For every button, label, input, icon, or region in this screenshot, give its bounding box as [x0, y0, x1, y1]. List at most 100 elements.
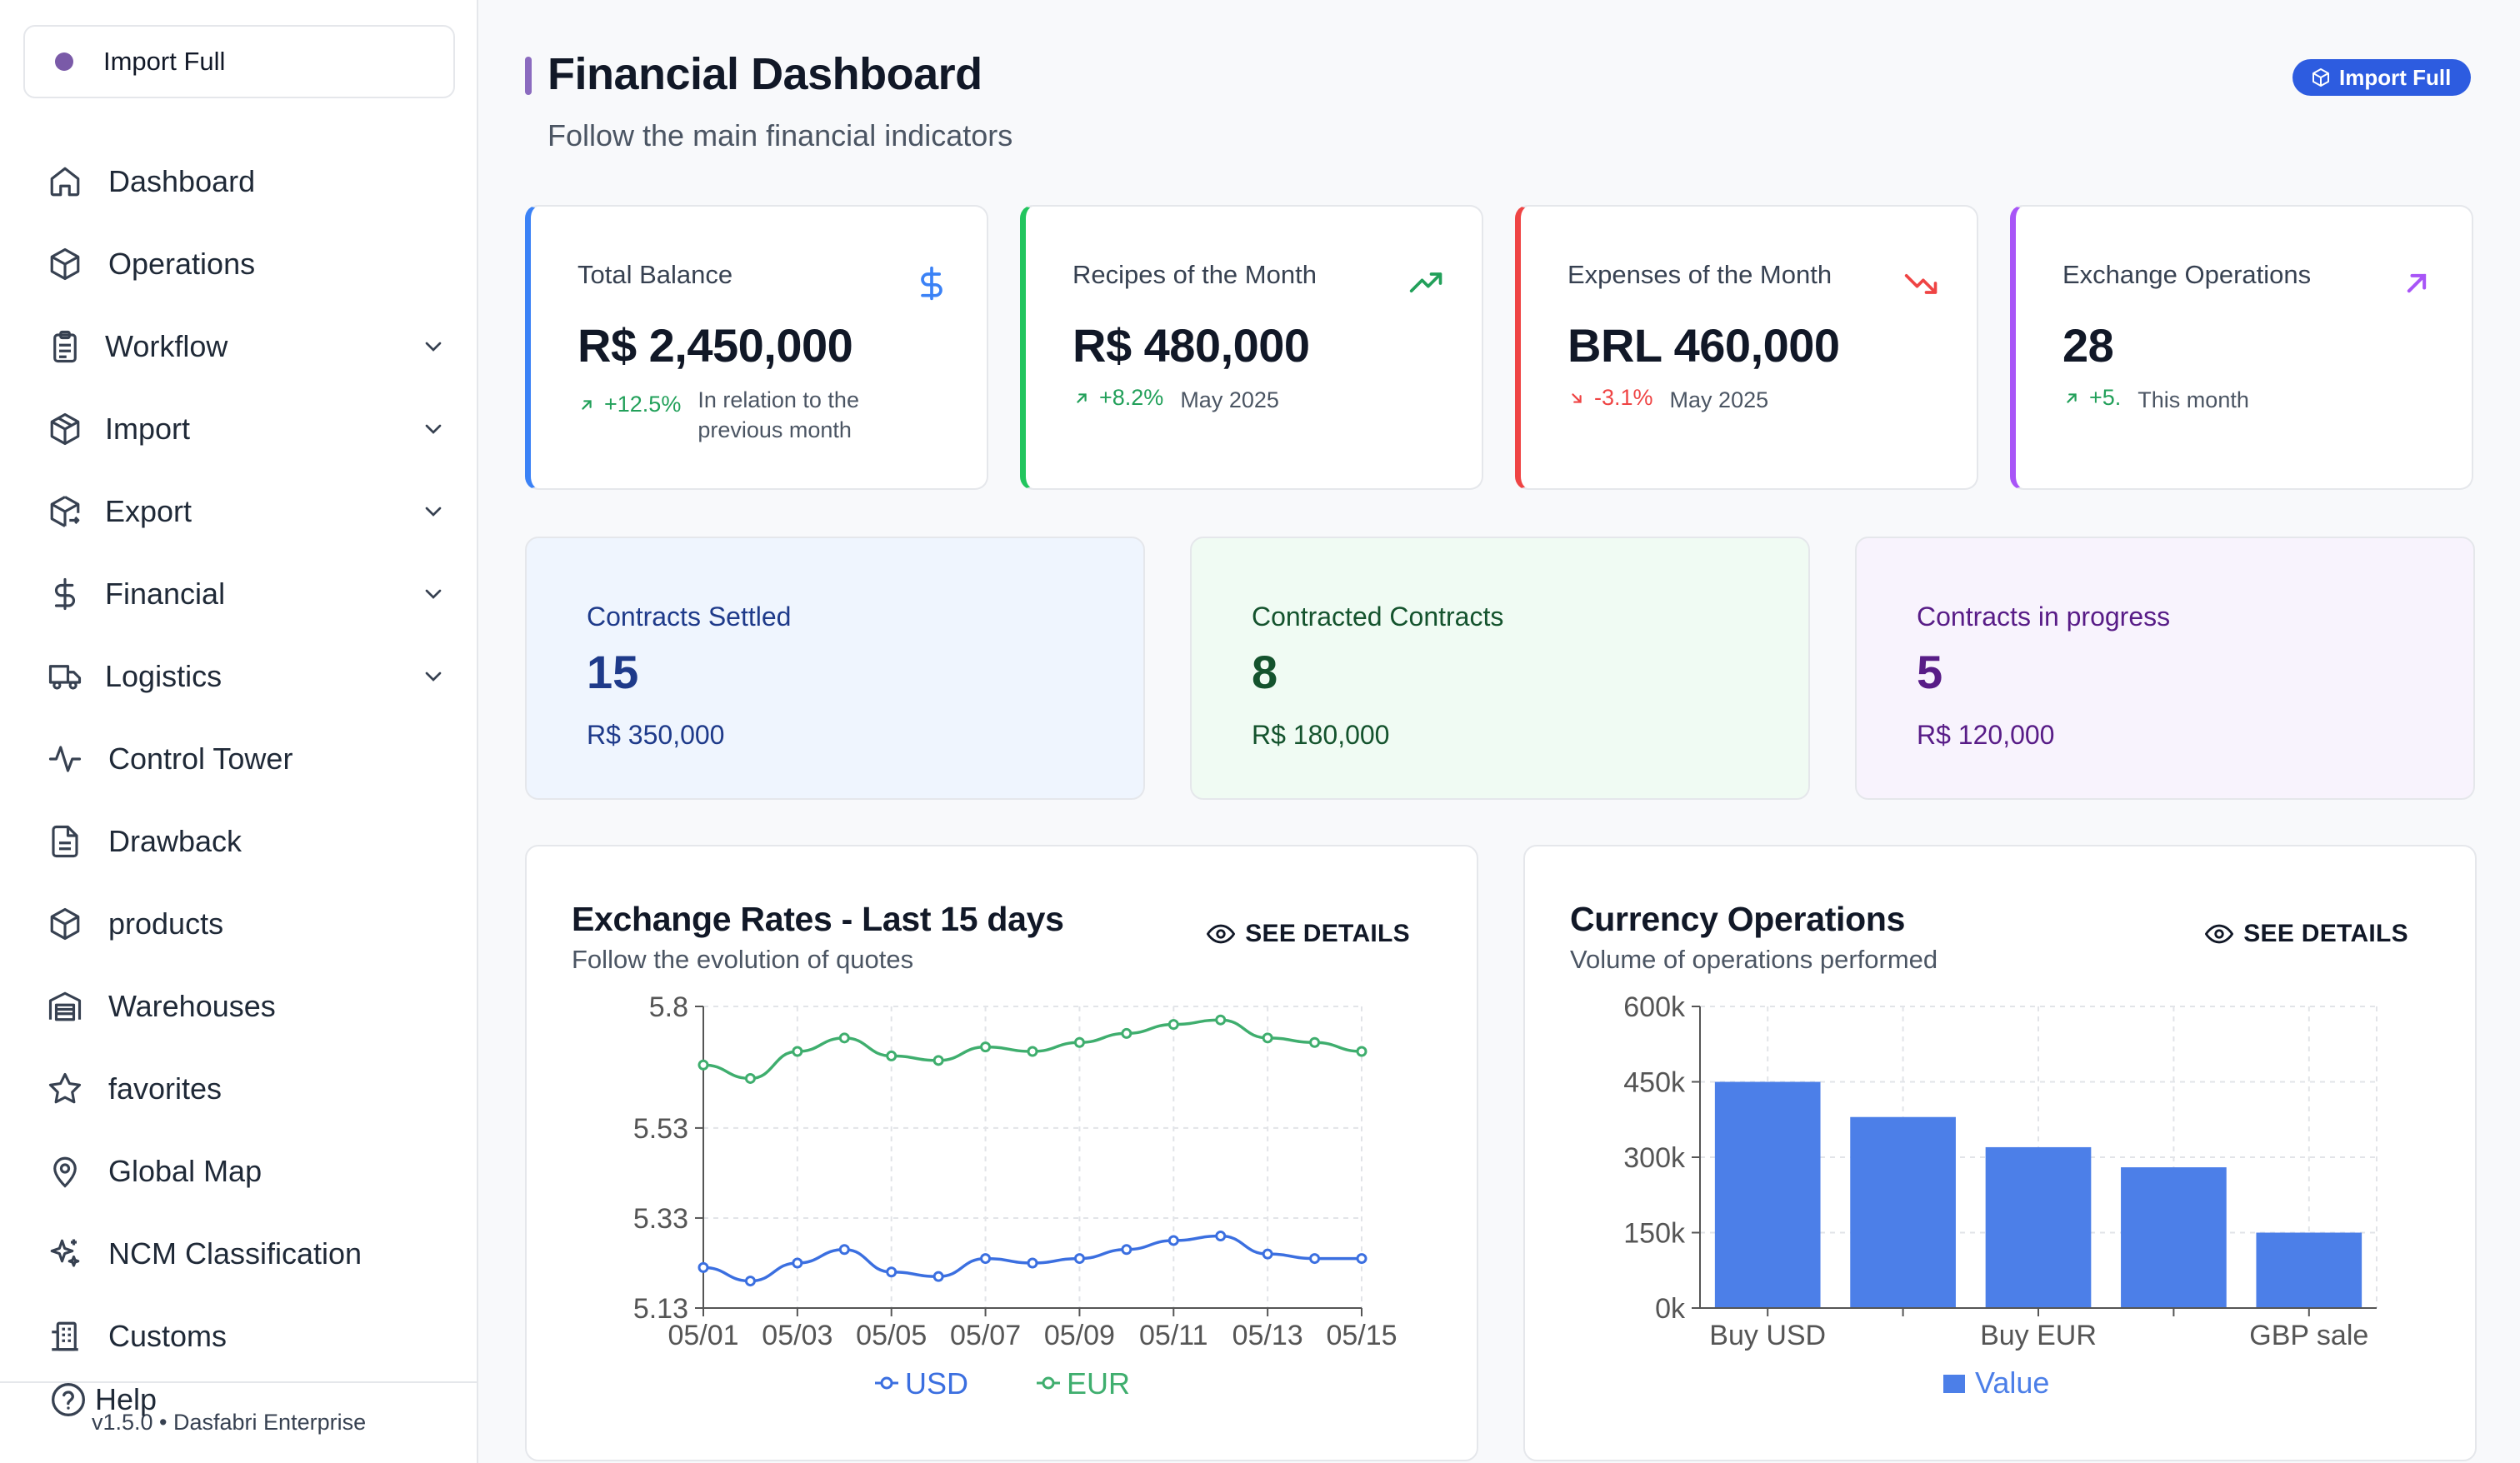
sidebar-item-label: Control Tower: [108, 741, 293, 776]
sidebar-item-dashboard[interactable]: Dashboard: [47, 140, 447, 222]
arrow-up-right-icon: [1077, 392, 1087, 403]
contracts-in-progress-card: Contracts in progress 5 R$ 120,000: [1855, 537, 2475, 800]
y-tick-label: 300k: [1623, 1142, 1686, 1174]
data-point-usd: [980, 1253, 992, 1265]
activity-icon: [47, 741, 83, 777]
module-selector-label: Import Full: [103, 47, 226, 76]
sidebar-item-logistics[interactable]: Logistics: [47, 635, 447, 717]
sidebar-footer: v1.5.0 • Dasfabri Enterprise: [0, 1381, 477, 1463]
data-point-eur: [1309, 1036, 1321, 1048]
data-point-usd: [1121, 1244, 1132, 1256]
chevron-down-icon[interactable]: [420, 663, 447, 690]
legend-swatch: [1943, 1375, 1965, 1393]
contract-count: 15: [587, 646, 639, 698]
sidebar-item-ncm-classification[interactable]: NCM Classification: [47, 1212, 447, 1295]
data-point-usd: [838, 1244, 850, 1256]
arrow-up-right-icon: [2398, 265, 2435, 302]
data-point-usd: [698, 1261, 709, 1273]
data-point-eur: [1027, 1046, 1038, 1057]
x-tick-label: 05/09: [1044, 1320, 1115, 1351]
chevron-down-icon[interactable]: [420, 581, 447, 607]
data-point-eur: [1121, 1027, 1132, 1039]
kpi-trend: +5.: [2062, 385, 2121, 411]
x-tick-label: 05/01: [668, 1320, 738, 1351]
x-tick-label: 05/13: [1232, 1320, 1303, 1351]
kpi-label: Recipes of the Month: [1072, 260, 1317, 289]
sidebar-item-export[interactable]: Export: [47, 470, 447, 552]
legend-marker: [1042, 1376, 1055, 1390]
data-point-usd: [1027, 1257, 1038, 1269]
x-tick-label: 05/03: [762, 1320, 832, 1351]
data-point-eur: [980, 1041, 992, 1053]
sidebar-item-operations[interactable]: Operations: [47, 222, 447, 305]
contracted-contracts-card: Contracted Contracts 8 R$ 180,000: [1190, 537, 1810, 800]
sidebar-item-label: Workflow: [105, 328, 228, 363]
sidebar-item-global-map[interactable]: Global Map: [47, 1130, 447, 1212]
contract-count: 8: [1252, 646, 1278, 698]
dollar-icon: [47, 576, 83, 612]
eye-icon: [1207, 924, 1236, 944]
contract-amount: R$ 120,000: [1917, 720, 2055, 750]
legend-label: Value: [1975, 1366, 2049, 1400]
exchange-rates-panel: 5.8 5.53 5.33 5.13 05/01 05/03 05/05 05/07 05/09…: [525, 845, 1478, 1461]
kpi-change: +5.: [2089, 385, 2122, 410]
building-icon: [47, 1318, 83, 1355]
data-point-usd: [886, 1266, 898, 1278]
contract-count: 5: [1917, 646, 1943, 698]
package-icon: [47, 411, 83, 447]
y-tick-label: 600k: [1623, 991, 1686, 1023]
see-details-button[interactable]: SEE DETAILS: [2205, 920, 2408, 948]
chevron-down-icon[interactable]: [420, 333, 447, 360]
data-point-eur: [698, 1059, 709, 1071]
kpi-label: Expenses of the Month: [1568, 260, 1832, 289]
kpi-value: R$ 480,000: [1072, 319, 1310, 372]
sidebar-item-warehouses[interactable]: Warehouses: [47, 965, 447, 1047]
chevron-down-icon[interactable]: [420, 498, 447, 525]
data-point-eur: [792, 1046, 803, 1057]
see-details-button[interactable]: SEE DETAILS: [1207, 920, 1410, 948]
sidebar-item-label: Dashboard: [108, 163, 256, 198]
sidebar-item-workflow[interactable]: Workflow: [47, 305, 447, 387]
import-full-badge[interactable]: Import Full: [2292, 59, 2472, 96]
data-point-usd: [1262, 1248, 1273, 1260]
sidebar-item-label: Operations: [108, 246, 256, 281]
y-tick-label: 5.13: [633, 1293, 688, 1325]
sidebar-item-financial[interactable]: Financial: [47, 552, 447, 635]
contract-label: Contracts in progress: [1917, 602, 2171, 632]
data-point-eur: [1168, 1019, 1179, 1031]
sidebar-item-import[interactable]: Import: [47, 387, 447, 470]
sidebar-item-label: NCM Classification: [108, 1236, 362, 1271]
module-selector[interactable]: Import Full: [23, 25, 455, 98]
chevron-down-icon[interactable]: [420, 416, 447, 442]
kpi-value: 28: [2062, 319, 2114, 372]
bar-buy-eur: [1985, 1146, 2092, 1308]
sidebar-item-control-tower[interactable]: Control Tower: [47, 717, 447, 800]
sidebar-item-products[interactable]: products: [47, 882, 447, 965]
star-icon: [47, 1071, 83, 1107]
contracts-settled-card: Contracts Settled 15 R$ 350,000: [525, 537, 1145, 800]
title-accent-bar: [525, 57, 532, 95]
panel-subtitle: Volume of operations performed: [1570, 945, 1938, 974]
contract-amount: R$ 350,000: [587, 720, 725, 750]
sidebar-item-favorites[interactable]: favorites: [47, 1047, 447, 1130]
legend-marker: [880, 1376, 893, 1390]
sidebar-item-help[interactable]: Help: [50, 1381, 157, 1418]
contract-amount: R$ 180,000: [1252, 720, 1390, 750]
help-circle-icon: [50, 1381, 87, 1418]
x-tick-label: 05/07: [950, 1320, 1021, 1351]
y-tick-label: 5.33: [633, 1203, 688, 1235]
truck-icon: [47, 658, 83, 695]
sidebar-item-drawback[interactable]: Drawback: [47, 800, 447, 882]
sidebar-item-label: Drawback: [108, 823, 242, 858]
legend-label: USD: [905, 1366, 968, 1401]
panel-title: Exchange Rates - Last 15 days: [572, 900, 1064, 938]
sidebar-item-customs[interactable]: Customs: [47, 1295, 447, 1377]
sidebar-item-label: Warehouses: [108, 988, 276, 1023]
sidebar-item-label: Help: [95, 1382, 158, 1416]
bar-sell-usd: [1850, 1116, 1956, 1308]
contract-label: Contracted Contracts: [1252, 602, 1504, 632]
kpi-note: May 2025: [1669, 387, 1769, 412]
clipboard-icon: [47, 328, 83, 365]
kpi-trend: +8.2%: [1072, 385, 1163, 411]
sidebar-item-label: Financial: [105, 576, 226, 611]
